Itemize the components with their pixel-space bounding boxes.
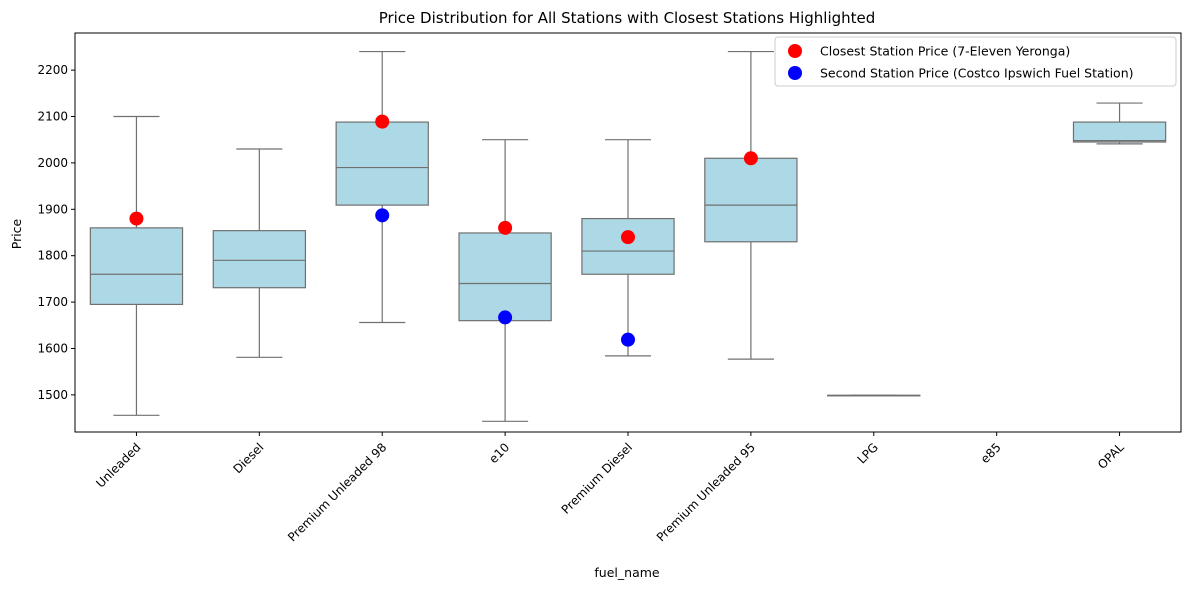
closest-station-point [375, 114, 390, 129]
closest-station-point [498, 220, 513, 235]
legend: Closest Station Price (7-Eleven Yeronga)… [774, 36, 1177, 87]
box-body [335, 121, 429, 206]
x-tick-label: Premium Diesel [559, 440, 635, 516]
x-tick-label: LPG [855, 440, 881, 466]
y-axis: 1500 1600 1700 1800 1900 2000 2100 2200 [37, 63, 75, 402]
x-tick-label: Premium Unleaded 98 [285, 440, 389, 544]
y-tick-label: 1600 [37, 341, 68, 355]
legend-label: Second Station Price (Costco Ipswich Fue… [820, 66, 1134, 81]
box-premium-unleaded-98 [335, 50, 429, 324]
second-station-point [621, 332, 635, 347]
box-body [212, 230, 307, 289]
y-tick-label: 2000 [37, 156, 68, 170]
x-tick-label: Diesel [230, 440, 266, 476]
box-body [458, 232, 552, 322]
x-tick-label: e10 [486, 440, 512, 466]
box-diesel [212, 148, 307, 358]
points-layer [129, 114, 758, 347]
box-body [581, 217, 675, 275]
closest-station-point [621, 230, 635, 245]
box-premium-diesel [581, 139, 675, 357]
x-tick-label: e85 [978, 440, 1004, 466]
y-tick-label: 1800 [37, 249, 68, 263]
x-tick-label: Unleaded [93, 440, 143, 490]
second-station-point [375, 208, 390, 223]
legend-marker [788, 66, 802, 80]
box-opal [1072, 102, 1167, 145]
x-tick-label: OPAL [1095, 440, 1127, 472]
y-tick-label: 1900 [37, 202, 68, 216]
box-premium-unleaded-95 [704, 50, 798, 360]
boxes-layer [89, 50, 1167, 422]
legend-label: Closest Station Price (7-Eleven Yeronga) [820, 44, 1070, 59]
x-axis: Unleaded Diesel Premium Unleaded 98 e10 Prem… [93, 432, 1127, 544]
y-tick-label: 1500 [37, 388, 68, 402]
box-lpg [827, 394, 921, 397]
box-e10 [458, 139, 552, 422]
chart-title: Price Distribution for All Stations with… [379, 9, 876, 27]
box-body [1072, 121, 1167, 143]
legend-marker [788, 44, 802, 58]
y-tick-label: 2200 [37, 63, 68, 77]
x-axis-label: fuel_name [594, 565, 659, 580]
closest-station-point [743, 151, 758, 166]
x-tick-label: Premium Unleaded 95 [654, 440, 758, 544]
legend-box [774, 36, 1177, 87]
box-body [89, 227, 184, 306]
box-unleaded [89, 115, 184, 416]
second-station-point [498, 310, 513, 325]
y-axis-label: Price [9, 218, 24, 249]
box-body [704, 157, 798, 243]
y-tick-label: 1700 [37, 295, 68, 309]
closest-station-point [129, 211, 144, 226]
y-tick-label: 2100 [37, 110, 68, 124]
